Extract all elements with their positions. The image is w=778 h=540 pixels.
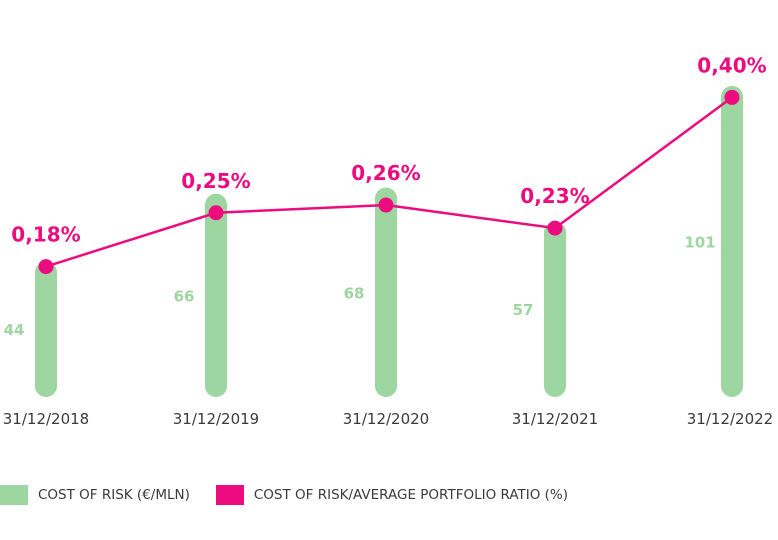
bar-value-label-4: 101 <box>684 233 715 251</box>
ratio-point-2 <box>378 197 394 213</box>
legend: COST OF RISK (€/MLN) COST OF RISK/AVERAG… <box>0 484 568 506</box>
legend-item-ratio: COST OF RISK/AVERAGE PORTFOLIO RATIO (%) <box>215 485 569 505</box>
ratio-label-0: 0,18% <box>11 223 80 247</box>
ratio-label-2: 0,26% <box>351 161 420 185</box>
bar-value-label-3: 57 <box>513 301 534 319</box>
x-tick-label-2: 31/12/2020 <box>343 410 429 428</box>
ratio-point-0 <box>38 259 54 275</box>
legend-label-cost-of-risk: COST OF RISK (€/MLN) <box>38 487 190 503</box>
x-axis-ticks: 31/12/2018 31/12/2019 31/12/2020 31/12/2021… <box>3 410 773 428</box>
bar-value-label-2: 68 <box>344 284 365 302</box>
bar-value-label-1: 66 <box>174 287 195 305</box>
ratio-labels-group: 0,18% 0,25% 0,26% 0,23% 0,40% <box>11 53 766 246</box>
legend-swatch-bar <box>0 485 28 505</box>
x-tick-label-1: 31/12/2019 <box>173 410 259 428</box>
ratio-label-4: 0,40% <box>697 53 766 77</box>
legend-swatch-line <box>215 485 244 505</box>
bar-0 <box>35 261 57 397</box>
x-tick-label-0: 31/12/2018 <box>3 410 89 428</box>
bar-1 <box>205 193 227 397</box>
bars-group <box>35 85 743 398</box>
ratio-point-3 <box>547 220 563 236</box>
ratio-line-group <box>38 89 740 275</box>
legend-item-cost-of-risk: COST OF RISK (€/MLN) <box>0 485 190 505</box>
ratio-point-1 <box>208 205 224 221</box>
bar-2 <box>375 187 397 397</box>
bar-labels-group: 44 66 68 57 101 <box>4 233 716 339</box>
x-tick-label-4: 31/12/2022 <box>687 410 773 428</box>
chart: 44 66 68 57 101 0,18% 0,25% 0,26% 0,23% 0,40% 31… <box>3 53 773 428</box>
bar-value-label-0: 44 <box>4 321 25 339</box>
ratio-label-1: 0,25% <box>181 169 250 193</box>
legend-label-ratio: COST OF RISK/AVERAGE PORTFOLIO RATIO (%) <box>253 487 569 503</box>
ratio-label-3: 0,23% <box>520 184 589 208</box>
x-tick-label-3: 31/12/2021 <box>512 410 598 428</box>
bar-4 <box>721 85 743 398</box>
ratio-point-4 <box>724 89 740 105</box>
bar-3 <box>544 221 566 397</box>
